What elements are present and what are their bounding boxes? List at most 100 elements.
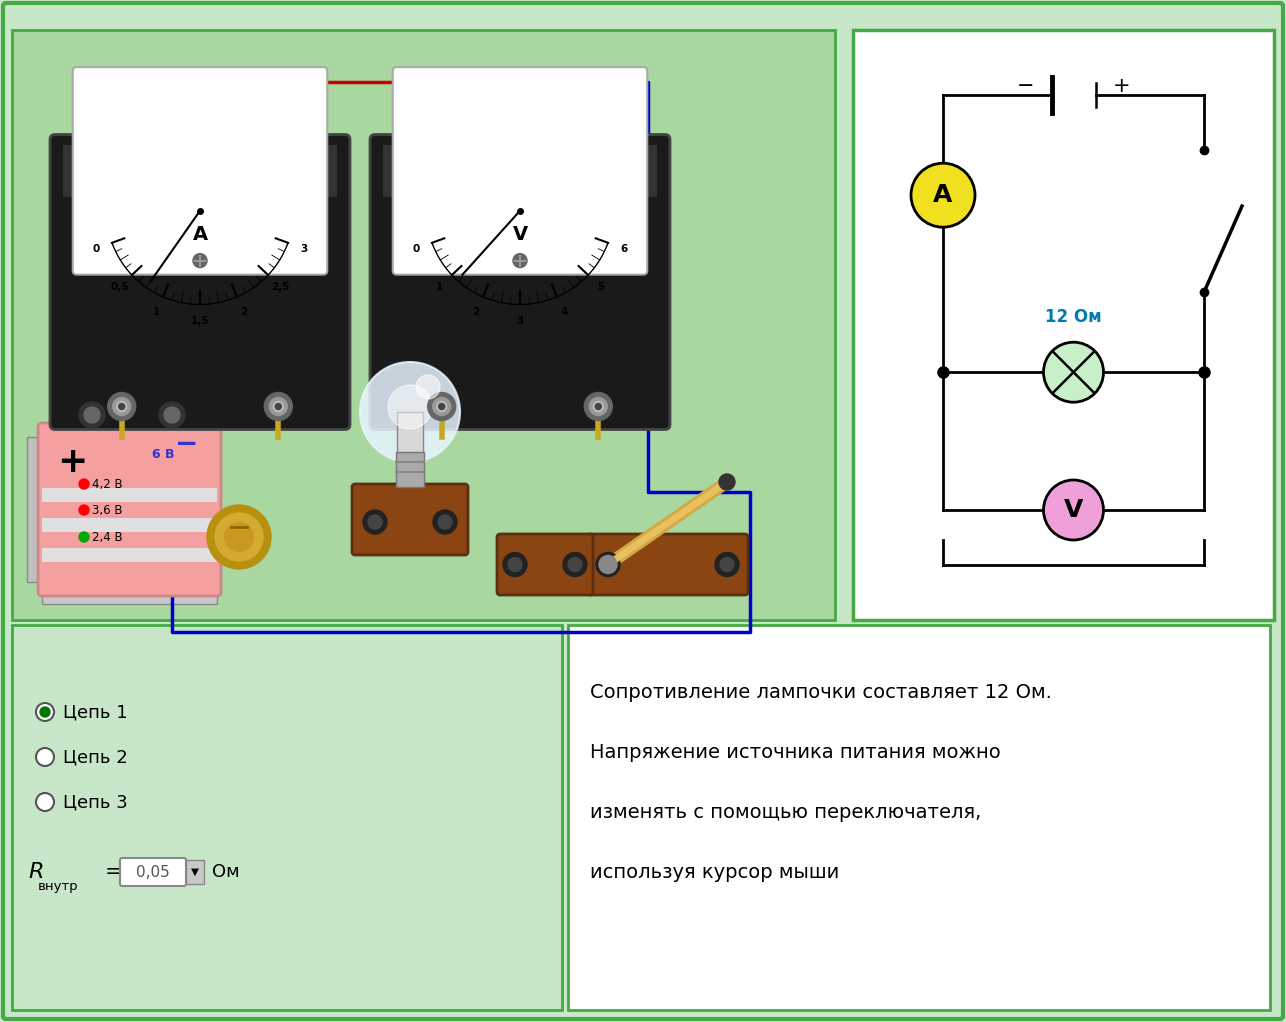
Text: 1: 1 (436, 282, 444, 291)
Circle shape (117, 402, 127, 412)
Circle shape (428, 392, 455, 420)
Text: внутр: внутр (39, 880, 78, 892)
Text: $R$: $R$ (28, 862, 44, 882)
Circle shape (589, 398, 607, 416)
FancyBboxPatch shape (186, 860, 204, 884)
Circle shape (910, 164, 975, 227)
FancyBboxPatch shape (370, 135, 670, 429)
Circle shape (78, 505, 89, 515)
Text: 1,5: 1,5 (190, 316, 210, 326)
Circle shape (215, 513, 264, 561)
Text: Цепь 3: Цепь 3 (63, 793, 127, 811)
Circle shape (595, 553, 620, 576)
Circle shape (269, 398, 287, 416)
Text: 3: 3 (300, 243, 307, 253)
Bar (27, 437, 48, 582)
Circle shape (40, 707, 50, 717)
Circle shape (368, 515, 382, 529)
FancyBboxPatch shape (12, 30, 835, 620)
Bar (42, 589, 217, 604)
Circle shape (719, 474, 736, 490)
Circle shape (593, 402, 603, 412)
Bar (397, 412, 423, 457)
Circle shape (439, 515, 451, 529)
Bar (42, 487, 217, 502)
Circle shape (207, 505, 271, 569)
FancyBboxPatch shape (352, 484, 468, 555)
Circle shape (360, 362, 460, 462)
Text: 6: 6 (620, 243, 628, 253)
Text: 2: 2 (472, 308, 480, 317)
Text: 4,2 В: 4,2 В (93, 477, 122, 491)
Circle shape (265, 392, 292, 420)
Circle shape (432, 398, 450, 416)
Circle shape (113, 398, 131, 416)
Circle shape (118, 404, 125, 410)
Text: 1: 1 (153, 308, 159, 317)
Text: 2,5: 2,5 (271, 282, 289, 291)
FancyBboxPatch shape (568, 625, 1271, 1010)
Text: −: − (1017, 76, 1034, 96)
FancyBboxPatch shape (3, 3, 1283, 1019)
Circle shape (720, 557, 734, 571)
Text: используя курсор мыши: используя курсор мыши (590, 863, 840, 882)
Circle shape (274, 402, 283, 412)
Circle shape (36, 748, 54, 766)
Text: A: A (934, 183, 953, 207)
Circle shape (439, 404, 445, 410)
Circle shape (715, 553, 739, 576)
Text: A: A (193, 225, 207, 243)
Text: 0: 0 (413, 243, 419, 253)
Circle shape (433, 510, 457, 535)
Circle shape (78, 532, 89, 542)
Circle shape (1043, 480, 1103, 540)
Circle shape (503, 553, 527, 576)
Text: =: = (105, 862, 123, 882)
Text: Напряжение источника питания можно: Напряжение источника питания можно (590, 743, 1001, 761)
Circle shape (513, 253, 527, 268)
Bar (396, 452, 424, 487)
Circle shape (159, 402, 185, 428)
Bar (42, 518, 217, 532)
Circle shape (601, 557, 615, 571)
FancyBboxPatch shape (586, 535, 748, 595)
Circle shape (78, 402, 105, 428)
Circle shape (36, 703, 54, 721)
FancyBboxPatch shape (496, 535, 593, 595)
Circle shape (193, 253, 207, 268)
Circle shape (165, 407, 180, 423)
Circle shape (415, 375, 440, 399)
Text: Сопротивление лампочки составляет 12 Ом.: Сопротивление лампочки составляет 12 Ом. (590, 683, 1052, 701)
Circle shape (78, 479, 89, 489)
Text: V: V (1064, 498, 1083, 522)
Text: изменять с помощью переключателя,: изменять с помощью переключателя, (590, 802, 981, 822)
FancyBboxPatch shape (392, 67, 647, 275)
FancyBboxPatch shape (50, 135, 350, 429)
Text: Цепь 2: Цепь 2 (63, 748, 127, 766)
Text: +: + (57, 445, 87, 479)
Circle shape (584, 392, 612, 420)
Circle shape (568, 557, 583, 571)
Text: 2,4 В: 2,4 В (93, 530, 122, 544)
Circle shape (84, 407, 100, 423)
Text: −: − (175, 430, 198, 458)
Text: ▼: ▼ (192, 867, 199, 877)
Circle shape (225, 522, 253, 552)
Text: 0,05: 0,05 (136, 865, 170, 880)
Text: 2: 2 (240, 308, 247, 317)
Circle shape (108, 392, 136, 420)
Text: 6 В: 6 В (152, 448, 175, 461)
Bar (42, 548, 217, 562)
FancyBboxPatch shape (73, 67, 327, 275)
FancyBboxPatch shape (39, 423, 221, 596)
Text: 5: 5 (597, 282, 604, 291)
Text: 0,5: 0,5 (111, 282, 129, 291)
FancyBboxPatch shape (120, 858, 186, 886)
Circle shape (595, 404, 602, 410)
Text: 3,6 В: 3,6 В (93, 504, 122, 516)
Text: 4: 4 (561, 308, 567, 317)
Circle shape (599, 556, 617, 573)
FancyBboxPatch shape (853, 30, 1274, 620)
Bar (63, 145, 337, 196)
Circle shape (275, 404, 282, 410)
